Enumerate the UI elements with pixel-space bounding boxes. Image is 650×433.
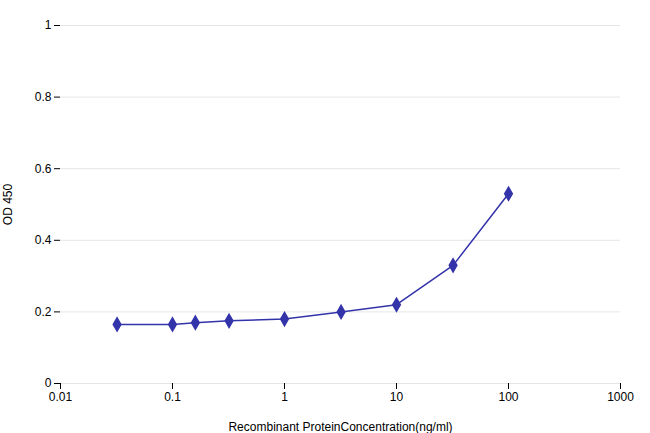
svg-text:100: 100 bbox=[498, 390, 518, 404]
svg-text:1: 1 bbox=[45, 18, 52, 32]
svg-text:0.2: 0.2 bbox=[35, 305, 52, 319]
svg-text:0.1: 0.1 bbox=[164, 390, 181, 404]
svg-text:0.01: 0.01 bbox=[49, 390, 73, 404]
svg-text:OD 450: OD 450 bbox=[1, 183, 15, 225]
svg-text:0.6: 0.6 bbox=[35, 162, 52, 176]
svg-text:1: 1 bbox=[281, 390, 288, 404]
svg-text:Recombinant ProteinConcentrati: Recombinant ProteinConcentration(ng/ml) bbox=[228, 420, 452, 433]
svg-text:0.4: 0.4 bbox=[35, 233, 52, 247]
svg-text:0: 0 bbox=[45, 376, 52, 390]
svg-text:0.8: 0.8 bbox=[35, 90, 52, 104]
svg-text:1000: 1000 bbox=[607, 390, 634, 404]
svg-text:10: 10 bbox=[390, 390, 404, 404]
